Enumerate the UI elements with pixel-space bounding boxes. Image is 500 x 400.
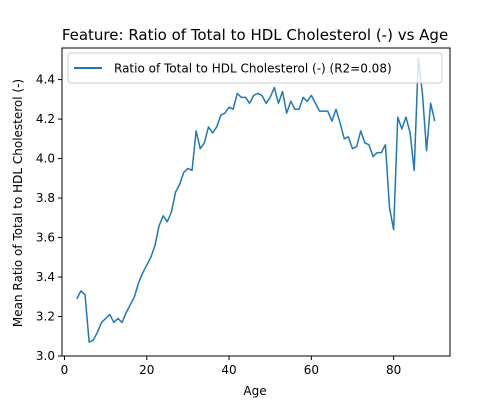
chart-title: Feature: Ratio of Total to HDL Cholester… [62,26,448,44]
x-tick-label: 60 [304,363,319,377]
x-axis-label: Age [243,384,266,398]
y-tick-label: 3.2 [36,310,55,324]
plot-area [61,47,451,357]
x-axis-ticks: 0 20 40 60 80 [61,356,401,377]
y-tick-label: 3.4 [36,270,55,284]
legend-box [67,52,443,84]
y-tick-label: 3.8 [36,191,55,205]
y-tick-label: 4.2 [36,112,55,126]
y-tick-label: 4.4 [36,73,55,87]
y-tick-label: 3.0 [36,349,55,363]
y-tick-label: 4.0 [36,152,55,166]
y-tick-label: 3.6 [36,231,55,245]
series-line [76,57,436,343]
x-tick-label: 0 [61,363,69,377]
legend-label: Ratio of Total to HDL Cholesterol (-) (R… [114,62,392,76]
y-axis-label: Mean Ratio of Total to HDL Cholesterol (… [11,79,25,327]
y-axis-ticks: 3.0 3.2 3.4 3.6 3.8 4.0 4.2 4.4 [36,73,62,363]
legend: Ratio of Total to HDL Cholesterol (-) (R… [67,52,443,84]
x-tick-label: 80 [386,363,401,377]
plot-frame [61,47,451,357]
x-tick-label: 40 [221,363,236,377]
x-tick-label: 20 [139,363,154,377]
